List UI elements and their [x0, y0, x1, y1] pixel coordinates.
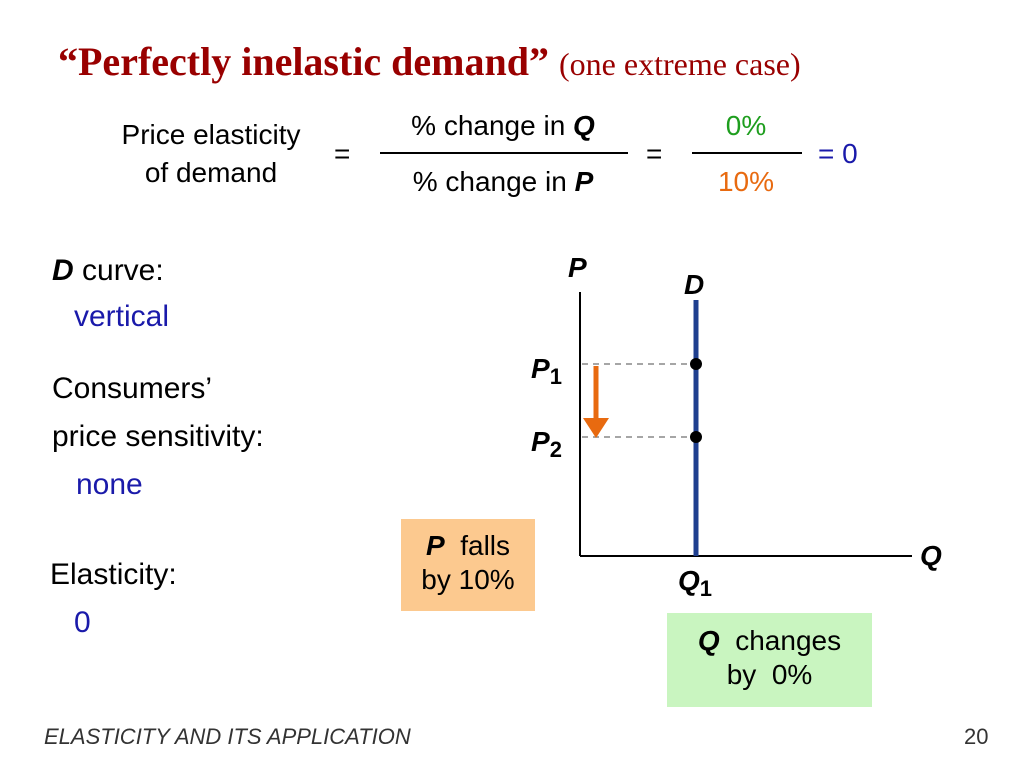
p-falls-line2: by 10% [421, 564, 515, 595]
point-p2 [690, 431, 702, 443]
p2-label: P2 [531, 426, 562, 462]
p-falls-box: P falls by 10% [401, 519, 535, 611]
q1-label: Q1 [678, 565, 712, 601]
sensitivity-line2: price sensitivity: [52, 420, 264, 453]
page-number: 20 [964, 724, 989, 749]
formula-equals-2: = [646, 138, 663, 169]
price-fall-arrow-head [583, 418, 609, 438]
denominator-text: % change in [412, 166, 575, 197]
y-axis-label: P [568, 252, 587, 283]
formula-lhs-line2: of demand [144, 157, 278, 188]
footer-title: ELASTICITY AND ITS APPLICATION [44, 724, 411, 749]
sensitivity-value: none [76, 468, 143, 501]
slide-title: “Perfectly inelastic demand” (one extreme… [58, 38, 801, 85]
curve-label: D [684, 269, 704, 300]
elasticity-value: 0 [74, 606, 91, 639]
point-p1 [690, 358, 702, 370]
title-sub: (one extreme case) [559, 46, 801, 82]
sensitivity-line1: Consumers’ [52, 372, 213, 405]
q-changes-var: Q [697, 625, 720, 656]
d-curve-var: D [52, 254, 74, 287]
formula-equals-1: = [334, 138, 351, 169]
value-numerator: 0% [725, 110, 767, 141]
numerator-text: % change in [411, 110, 574, 141]
title-main: “Perfectly inelastic demand” [58, 39, 549, 84]
d-curve-value: vertical [74, 300, 170, 333]
q-changes-line2: by 0% [726, 659, 813, 690]
numerator-var: Q [573, 110, 595, 141]
p-falls-var: P [425, 530, 445, 561]
fraction-bar-1 [380, 152, 628, 154]
value-denominator: 10% [717, 166, 775, 197]
fraction-bar-2 [692, 152, 802, 154]
formula-lhs: Price elasticity of demand [98, 116, 324, 192]
p1-label: P1 [531, 353, 562, 389]
q-changes-box: Q changes by 0% [667, 613, 872, 707]
x-axis-label: Q [920, 540, 942, 571]
elasticity-label: Elasticity: [50, 558, 177, 591]
formula-denominator: % change in P [378, 166, 628, 198]
denominator-var: P [574, 166, 594, 197]
formula-result: = 0 [818, 138, 858, 169]
formula-numerator: % change in Q [378, 110, 628, 142]
formula-lhs-line1: Price elasticity [121, 119, 301, 150]
d-curve-label: D curve: [52, 254, 164, 287]
